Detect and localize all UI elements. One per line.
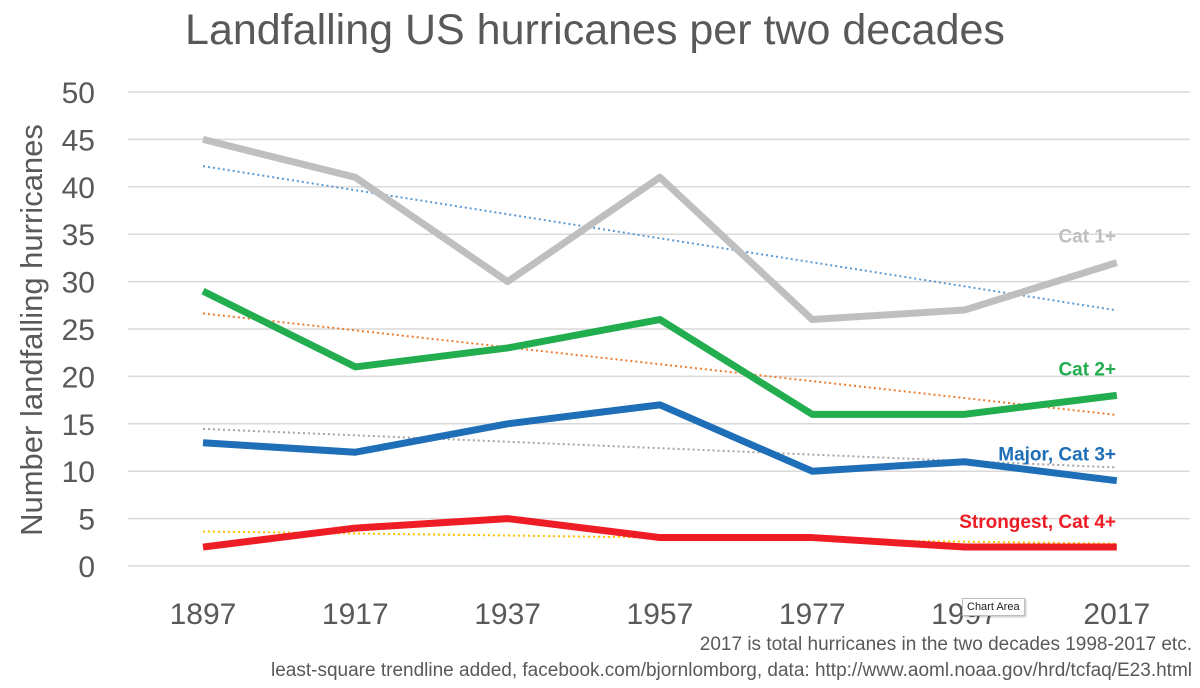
trendlines <box>202 165 1117 545</box>
y-tick-labels: 0 5 10 15 20 25 30 35 40 45 50 <box>62 77 95 584</box>
x-tick-label: 1897 <box>170 598 237 631</box>
footnote-source: least-square trendline added, facebook.c… <box>271 660 1192 681</box>
y-tick-label: 10 <box>62 456 95 489</box>
series-line[interactable] <box>201 287 1118 418</box>
y-axis-label: Number landfalling hurricanes <box>14 124 49 536</box>
y-tick-label: 45 <box>62 124 95 157</box>
x-tick-label: 1917 <box>322 598 389 631</box>
series-line[interactable] <box>202 515 1117 551</box>
series-label: Strongest, Cat 4+ <box>959 512 1116 533</box>
series-label: Cat 2+ <box>1058 359 1116 380</box>
series-label: Cat 1+ <box>1058 227 1116 248</box>
x-tick-label: 1937 <box>474 598 541 631</box>
series-labels: Cat 1+ Cat 2+ Major, Cat 3+ Strongest, Cat … <box>959 227 1116 533</box>
x-tick-label: 1977 <box>779 598 846 631</box>
y-tick-label: 5 <box>78 504 95 537</box>
chart-area-tooltip: Chart Area <box>962 598 1025 616</box>
y-tick-label: 15 <box>62 409 95 442</box>
y-tick-label: 40 <box>62 172 95 205</box>
series-line[interactable] <box>202 401 1118 485</box>
x-tick-label: 1957 <box>627 598 694 631</box>
series-lines <box>201 136 1118 551</box>
y-tick-label: 30 <box>62 267 95 300</box>
y-tick-label: 20 <box>62 361 95 394</box>
x-tick-label: 2017 <box>1083 598 1150 631</box>
trendline <box>202 165 1117 312</box>
footnote-data-note: 2017 is total hurricanes in the two deca… <box>699 634 1192 655</box>
chart-title: Landfalling US hurricanes per two decade… <box>185 6 1005 54</box>
trendline <box>202 312 1117 416</box>
y-tick-label: 0 <box>78 551 95 584</box>
y-tick-label: 50 <box>62 77 95 110</box>
gridlines <box>128 91 1190 567</box>
y-tick-label: 25 <box>62 314 95 347</box>
series-line[interactable] <box>202 136 1118 324</box>
y-tick-label: 35 <box>62 219 95 252</box>
series-label: Major, Cat 3+ <box>998 445 1116 466</box>
